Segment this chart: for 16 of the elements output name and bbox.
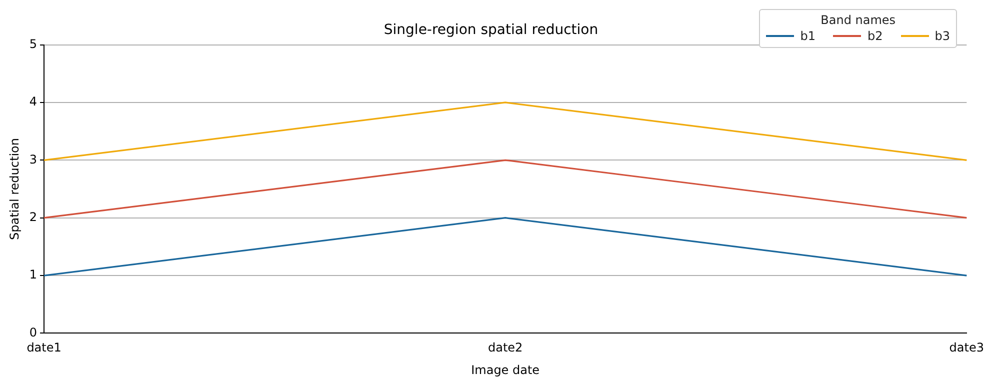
legend-label: b2 — [867, 29, 883, 43]
y-tick-label: 2 — [29, 210, 38, 224]
y-tick-label: 4 — [29, 94, 38, 109]
x-tick-label: date1 — [26, 340, 62, 355]
y-tick-label: 1 — [29, 268, 38, 282]
legend-label: b1 — [800, 29, 816, 43]
chart-title: Single-region spatial reduction — [384, 22, 598, 38]
x-axis-title: Image date — [471, 362, 540, 377]
y-tick-label: 3 — [29, 152, 38, 166]
x-tick-label: date3 — [949, 340, 984, 355]
y-tick-label: 5 — [29, 36, 38, 51]
x-tick-label: date2 — [488, 340, 523, 355]
legend-title: Band names — [820, 13, 897, 27]
legend-label: b3 — [934, 29, 950, 43]
y-axis-title: Spatial reduction — [7, 138, 22, 240]
y-tick-label: 0 — [29, 325, 38, 340]
